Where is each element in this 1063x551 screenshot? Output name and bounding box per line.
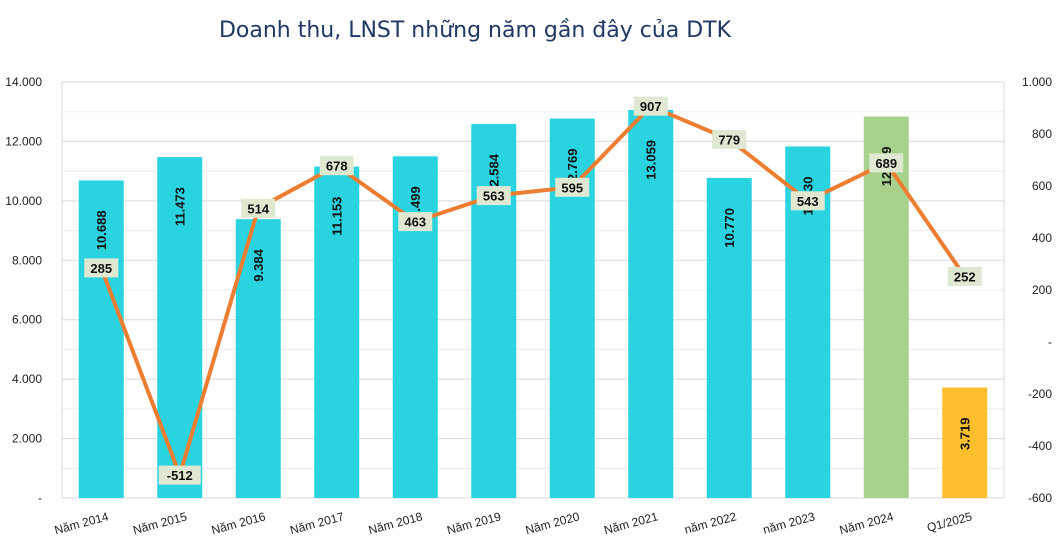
left-axis-tick: 4.000 [12,372,42,386]
left-axis-tick: 8.000 [12,253,42,267]
right-axis-tick: - [1048,335,1052,349]
revenue-bar [314,166,360,499]
x-axis-tick: Năm 2020 [524,509,581,537]
right-axis-tick: -400 [1028,439,1052,453]
left-axis-tick: 10.000 [5,194,42,208]
revenue-bar [942,387,988,498]
x-axis-tick: Năm 2015 [131,509,188,537]
left-axis-tick: 12.000 [5,134,42,148]
revenue-bar-label: 11.153 [330,197,345,236]
x-axis-tick: Năm 2019 [445,509,502,537]
x-axis-tick: Năm 2024 [838,509,895,537]
profit-point-label: 252 [954,269,976,284]
x-axis-tick: Năm 2021 [602,509,659,537]
profit-label-box [555,177,590,197]
revenue-bar [628,109,674,498]
x-axis-tick: Năm 2018 [367,509,424,537]
gridlines [62,81,1004,499]
profit-label-box [241,198,276,218]
profit-label-box [398,212,433,232]
x-axis-tick: năm 2023 [761,509,816,536]
left-axis-tick: 14.000 [5,75,42,89]
x-axis-tick: Năm 2017 [288,509,345,537]
right-axis-tick: 400 [1032,231,1052,245]
right-axis-tick: 200 [1032,283,1052,297]
right-axis-tick: 1.000 [1022,75,1052,89]
revenue-bar-label: 13.059 [644,140,659,180]
left-axis-tick: 2.000 [12,432,42,446]
profit-label-box [633,96,668,116]
profit-point-label: -512 [167,468,193,483]
revenue-bar-label: 12.584 [487,153,502,194]
revenue-bar [863,116,909,498]
revenue-bar [78,180,124,499]
profit-label-box [476,186,511,206]
revenue-bars [78,109,988,499]
revenue-bar-label: 10.770 [722,208,737,248]
x-axis-tick: năm 2022 [683,509,738,536]
revenue-bar-label: 10.688 [94,210,109,250]
revenue-bar [157,157,203,498]
profit-point-label: 514 [247,201,269,216]
profit-point-label: 689 [875,156,897,171]
revenue-bar-label: 11.473 [173,187,188,226]
profit-series-line [99,104,967,478]
revenue-bar-label: 3.719 [958,417,973,450]
right-axis-tick: 600 [1032,179,1052,193]
chart-title: Doanh thu, LNST những năm gần đây của DT… [218,18,732,43]
profit-point-label: 463 [404,215,426,230]
profit-label-box [158,465,201,485]
profit-point-label: 543 [797,194,819,209]
profit-label-box [712,129,747,149]
profit-point-label: 678 [326,159,348,174]
profit-point-label: 595 [561,180,583,195]
right-axis-tick: 800 [1032,127,1052,141]
profit-label-box [319,156,354,176]
profit-label-box [947,266,982,286]
left-axis-tick: 6.000 [12,313,42,327]
profit-point-labels: 285 -512 514 678 463 563 595 907 779 543 689 252 [84,96,982,485]
profit-label-box [869,153,904,173]
profit-point-label: 779 [718,132,740,147]
x-axis-tick: Năm 2014 [53,509,110,537]
profit-point-label: 285 [90,261,112,276]
right-axis-tick: -600 [1028,491,1052,505]
profit-label-box [84,258,119,278]
revenue-bar [706,177,752,498]
profit-line [99,104,967,478]
x-axis-tick: Năm 2016 [210,509,267,537]
revenue-bar-label: 9.384 [251,248,266,281]
left-axis-tick: - [38,491,42,505]
profit-point-label: 563 [483,189,505,204]
profit-point-label: 907 [640,99,662,114]
right-axis-tick: -200 [1028,387,1052,401]
x-axis-tick: Q1/2025 [925,509,973,535]
profit-label-box [790,191,825,211]
